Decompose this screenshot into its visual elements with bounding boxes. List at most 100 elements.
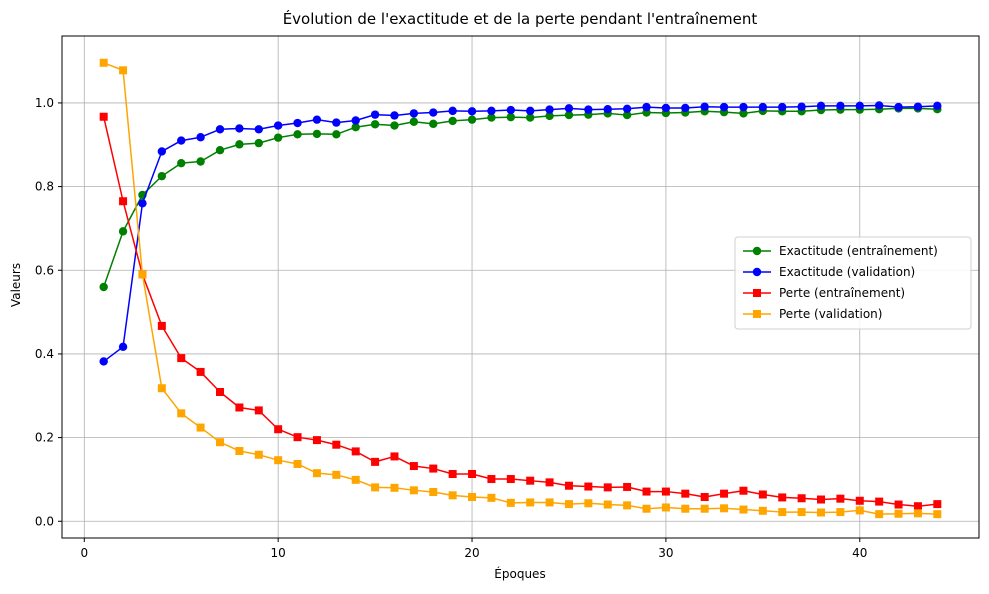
data-point [487, 106, 496, 116]
data-point [196, 157, 205, 166]
legend-item: Perte (validation) [743, 307, 882, 321]
data-point [700, 504, 709, 513]
data-point [720, 504, 729, 513]
data-point [681, 489, 690, 498]
legend-label: Perte (entraînement) [779, 286, 905, 300]
data-point [623, 501, 632, 510]
data-point [603, 500, 612, 509]
data-point [448, 106, 457, 116]
data-point [99, 112, 108, 121]
data-point [564, 500, 573, 509]
data-point [332, 470, 341, 479]
data-point [390, 483, 399, 492]
data-point [351, 447, 360, 456]
data-point [216, 438, 225, 447]
data-point [933, 101, 942, 111]
data-point [739, 109, 748, 118]
data-point [719, 102, 729, 112]
data-point [642, 504, 651, 513]
data-point [177, 354, 186, 363]
data-point [216, 388, 225, 397]
data-point [157, 321, 166, 330]
data-point [913, 102, 923, 111]
data-point [215, 146, 225, 155]
data-point [816, 495, 825, 504]
x-tick-label: 20 [464, 546, 479, 560]
data-point [409, 462, 418, 471]
data-point [370, 110, 380, 119]
data-point [118, 227, 128, 236]
data-point [913, 509, 922, 518]
data-point [274, 425, 283, 434]
data-point [312, 469, 321, 478]
data-point [603, 483, 612, 492]
data-point [681, 504, 690, 513]
data-point [274, 456, 283, 465]
data-point [99, 282, 108, 292]
data-point [293, 118, 302, 128]
data-point [836, 101, 845, 111]
data-point [506, 112, 516, 122]
data-point [487, 475, 496, 484]
data-point [700, 493, 709, 502]
data-point [603, 105, 612, 114]
data-point [622, 104, 632, 113]
data-point [196, 367, 205, 376]
data-point [816, 508, 825, 517]
data-point [797, 494, 806, 503]
data-point [545, 498, 554, 507]
data-point [448, 116, 457, 126]
legend-marker [752, 267, 762, 277]
data-point [351, 475, 360, 484]
x-tick-label: 30 [658, 546, 673, 560]
data-point [526, 476, 535, 485]
data-point [894, 500, 903, 509]
data-point [758, 506, 767, 515]
data-point [778, 493, 787, 502]
data-point [720, 489, 729, 498]
data-point [836, 494, 845, 503]
data-point [564, 481, 573, 490]
data-point [157, 147, 167, 156]
y-tick-label: 0.4 [35, 347, 54, 361]
data-point [525, 106, 535, 116]
data-point [157, 171, 167, 181]
axes: 0 10 20 30 40 0.0 0.2 0.4 0.6 0.8 1.0 [35, 96, 868, 560]
data-point [855, 496, 864, 505]
data-point [448, 491, 457, 500]
data-point [273, 121, 283, 130]
data-point [312, 436, 321, 445]
data-point [177, 409, 186, 418]
data-point [836, 508, 845, 517]
data-point [661, 103, 671, 113]
data-point [545, 105, 554, 114]
data-point [894, 102, 903, 112]
data-point [332, 440, 341, 449]
data-point [235, 446, 244, 455]
data-point [448, 469, 457, 478]
data-point [584, 482, 593, 491]
data-point [99, 58, 108, 67]
data-point [235, 140, 244, 149]
data-point [487, 493, 496, 502]
data-point [196, 423, 205, 432]
data-point [894, 509, 903, 518]
data-point [661, 503, 670, 512]
data-point [371, 457, 380, 466]
data-point [642, 487, 651, 496]
data-point [855, 506, 864, 515]
data-point [157, 384, 166, 393]
legend: Exactitude (entraînement) Exactitude (val… [734, 236, 972, 330]
data-point [739, 505, 748, 514]
data-point [138, 199, 147, 208]
data-point [332, 130, 341, 139]
x-tick-label: 10 [271, 546, 286, 560]
data-point [739, 102, 748, 112]
data-point [933, 500, 942, 509]
data-point [797, 508, 806, 517]
data-point [933, 510, 942, 519]
data-point [506, 475, 515, 484]
data-point [177, 158, 186, 168]
series-3 [99, 58, 942, 519]
